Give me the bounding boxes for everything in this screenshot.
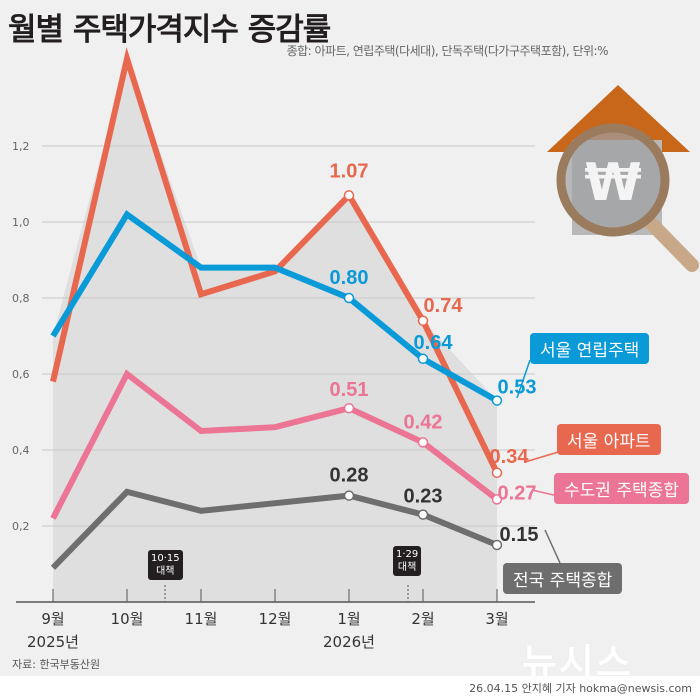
x-tick-label: 2월 <box>411 610 434 628</box>
data-point <box>491 539 503 551</box>
data-label: 0.28 <box>330 465 369 487</box>
data-point <box>417 353 429 365</box>
data-point <box>491 467 503 479</box>
y-tick-label: 0,6 <box>12 368 30 381</box>
data-label: 0.15 <box>500 524 539 546</box>
y-tick-label: 0,8 <box>12 292 30 305</box>
callout-pointer <box>516 359 531 399</box>
policy-date: 10·15 <box>151 553 180 564</box>
legend-capital-area: 수도권 주택종합 <box>554 473 689 504</box>
policy-annotation-129: 1·29 대책 <box>393 546 422 576</box>
callout-pointer <box>544 529 561 564</box>
policy-label: 대책 <box>156 566 175 577</box>
data-label: 0.53 <box>498 377 537 399</box>
data-label: 0.27 <box>498 482 537 504</box>
y-tick-label: 1,2 <box>12 140 30 153</box>
data-label: 0.42 <box>404 411 443 433</box>
data-point <box>491 395 503 406</box>
newsis-logo: 뉴시스 <box>522 641 633 685</box>
data-point <box>343 402 355 414</box>
data-point <box>343 292 355 304</box>
data-label: 0.23 <box>404 486 443 508</box>
data-point <box>417 437 429 448</box>
policy-annotation-1015: 10·15 대책 <box>148 550 183 580</box>
data-point <box>343 490 355 501</box>
x-tick-label: 9월 <box>41 610 64 628</box>
x-tick-label: 10월 <box>111 610 144 628</box>
data-label: 0.64 <box>414 332 454 354</box>
year-label: 2025년 <box>27 633 79 651</box>
year-label: 2026년 <box>323 633 375 651</box>
byline: 26.04.15 안지혜 기자 hokma@newsis.com <box>469 682 692 695</box>
data-point <box>491 494 503 505</box>
x-tick-label: 11월 <box>185 610 218 628</box>
y-tick-label: 0,2 <box>12 520 30 533</box>
legend-seoul-apartment: 서울 아파트 <box>557 424 661 455</box>
data-label: 0.80 <box>330 267 369 289</box>
data-label: 0.51 <box>330 379 369 401</box>
y-tick-label: 1,0 <box>12 216 30 229</box>
source-note: 자료: 한국부동산원 <box>12 658 101 671</box>
data-label: 0.74 <box>424 295 464 317</box>
data-point <box>417 315 429 327</box>
policy-label: 대책 <box>397 562 417 573</box>
data-point <box>343 190 355 201</box>
policy-date: 1·29 <box>396 549 419 560</box>
data-label: 1.07 <box>330 160 369 182</box>
chart-subtitle: 종합: 아파트, 연립주택(다세대), 단독주택(다가구주택포함), 단위:% <box>286 44 609 58</box>
data-label: 0.34 <box>490 446 530 468</box>
shaded-area <box>53 58 497 603</box>
x-tick-label: 1월 <box>337 610 360 628</box>
x-tick-label: 3월 <box>485 610 508 628</box>
legend-seoul-villa: 서울 연립주택 <box>530 333 650 364</box>
data-point <box>417 509 429 520</box>
x-tick-label: 12월 <box>259 610 292 628</box>
house-magnifier-icon: ₩ <box>547 85 699 272</box>
chart-title: 월별 주택가격지수 증감률 <box>8 12 331 48</box>
legend-nationwide: 전국 주택종합 <box>503 563 623 594</box>
y-tick-label: 0,4 <box>12 444 30 457</box>
svg-text:₩: ₩ <box>584 153 641 213</box>
